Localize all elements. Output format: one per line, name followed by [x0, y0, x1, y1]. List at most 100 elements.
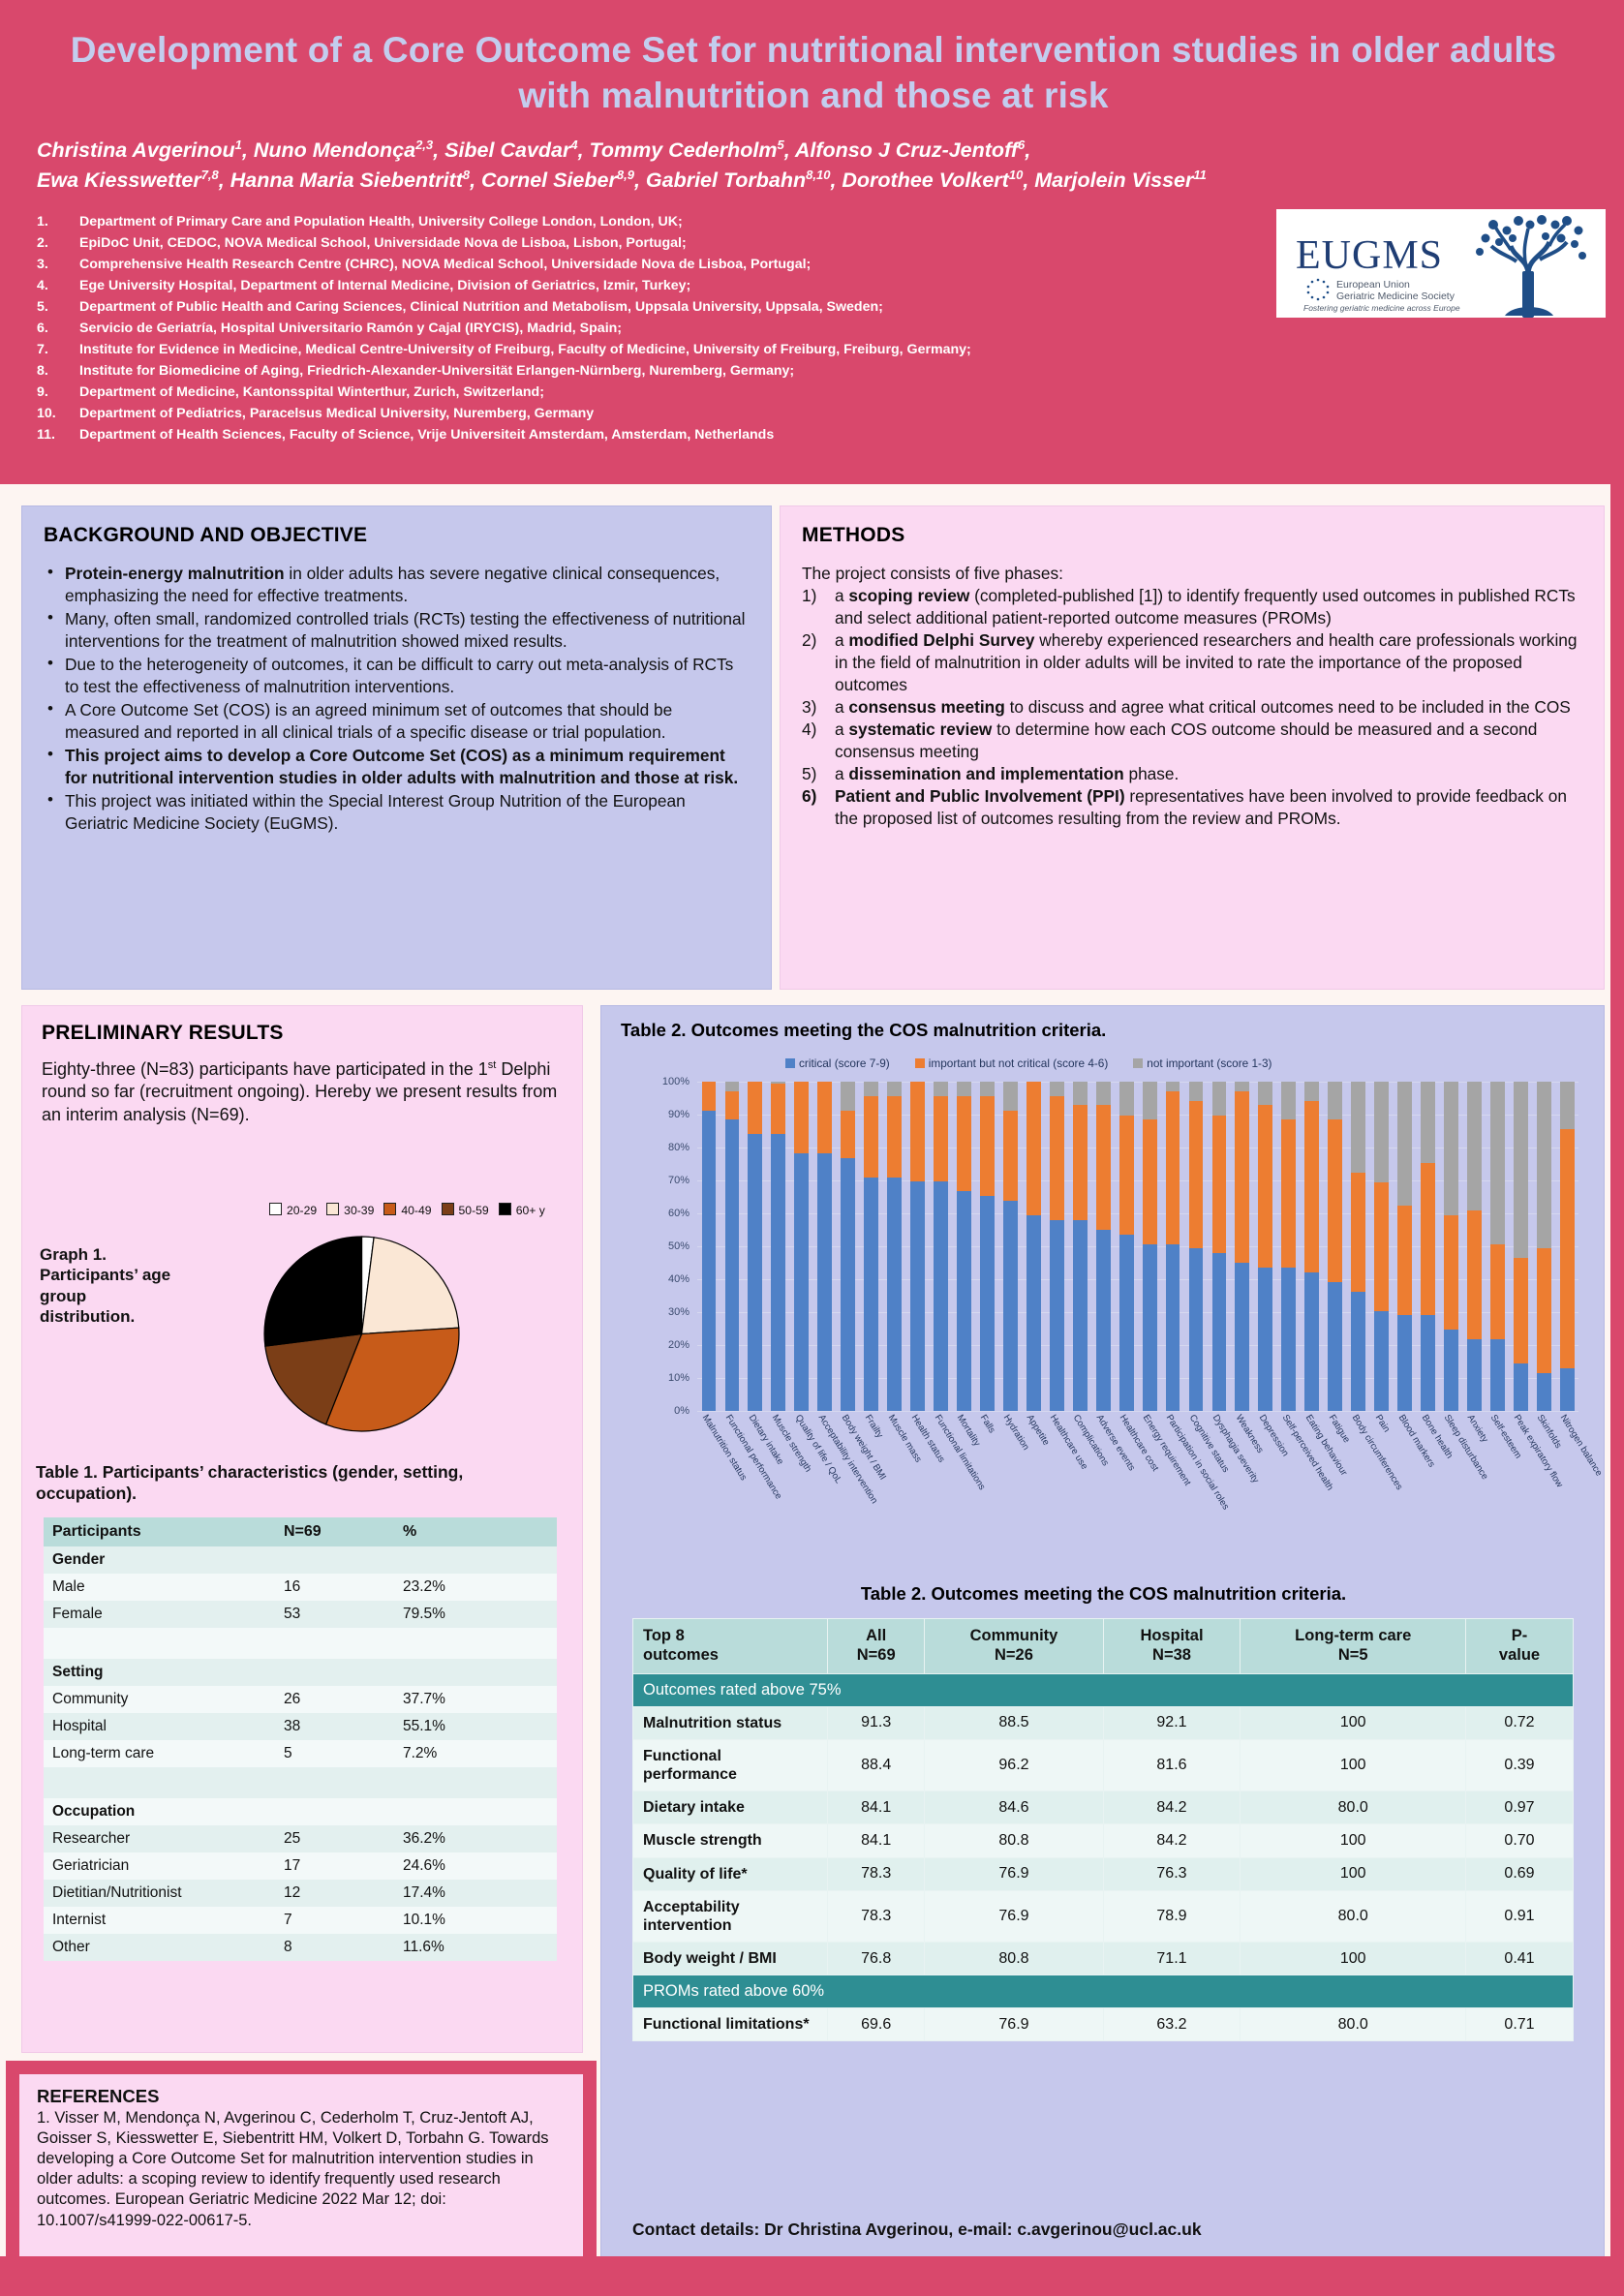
gridline — [697, 1213, 1578, 1214]
affiliation-text: Institute for Evidence in Medicine, Medi… — [79, 342, 971, 357]
table-cell: 80.0 — [1240, 1791, 1466, 1825]
affiliation-text: Department of Medicine, Kantonsspital Wi… — [79, 384, 544, 400]
bar-segment — [1072, 1082, 1088, 1106]
bar-column — [1462, 1082, 1486, 1411]
bar-segment — [1421, 1315, 1435, 1411]
bar-segment — [1421, 1162, 1435, 1316]
table2-header-cell: P-value — [1465, 1618, 1574, 1674]
gridline — [697, 1411, 1578, 1412]
table-cell: 80.8 — [924, 1942, 1104, 1976]
poster-body: BACKGROUND AND OBJECTIVE Protein-energy … — [0, 484, 1624, 2296]
bar-segment — [1095, 1082, 1111, 1106]
bar-column — [1045, 1082, 1068, 1411]
table-cell: 0.69 — [1465, 1856, 1574, 1891]
x-axis-label: Dietary intake — [744, 1413, 785, 1558]
table-cell — [394, 1546, 557, 1574]
x-axis-label: Fatigue — [1324, 1413, 1351, 1558]
x-axis-label: Body weight / BMI — [837, 1413, 887, 1558]
contact-details: Contact details: Dr Christina Avgerinou,… — [632, 2219, 1202, 2239]
bar-segment — [979, 1196, 995, 1411]
bar-column — [1161, 1082, 1184, 1411]
table-row — [44, 1767, 557, 1798]
table-cell: 55.1% — [394, 1713, 557, 1740]
table-cell: Geriatrician — [44, 1852, 275, 1880]
x-axis-label: Hydration — [998, 1413, 1031, 1558]
x-axis-label: Functional limitations — [930, 1413, 987, 1558]
table-cell: 23.2% — [394, 1574, 557, 1601]
table-cell: 84.1 — [826, 1823, 926, 1858]
bar-segment — [887, 1082, 903, 1096]
affiliation-item: 2. EpiDoC Unit, CEDOC, NOVA Medical Schoo… — [37, 232, 1412, 254]
table-cell: 100 — [1240, 1705, 1466, 1740]
bar-segment — [1304, 1082, 1320, 1101]
bar-column — [1509, 1082, 1532, 1411]
table-cell: Gender — [44, 1546, 275, 1574]
legend-label: 20-29 — [287, 1204, 318, 1217]
table-cell: 84.1 — [826, 1791, 926, 1825]
x-axis-label: Muscle strength — [767, 1413, 812, 1558]
pie-legend-item: 20-29 — [269, 1203, 326, 1217]
table-cell: 91.3 — [826, 1705, 926, 1740]
bar-segment — [910, 1181, 925, 1411]
table-cell: 0.72 — [1465, 1705, 1574, 1740]
bar-column — [1417, 1082, 1440, 1411]
bar-segment — [1235, 1082, 1250, 1091]
gridline — [697, 1279, 1578, 1280]
table1-header-cell: Participants — [44, 1517, 275, 1546]
y-axis-tick: 90% — [667, 1109, 689, 1120]
background-bullet: This project aims to develop a Core Outc… — [44, 744, 750, 789]
table-cell — [394, 1628, 557, 1659]
methods-phase-item: 2) a modified Delphi Survey whereby exper… — [802, 630, 1578, 694]
table-cell: 5 — [275, 1740, 394, 1767]
bar-segment — [1281, 1082, 1297, 1120]
bar-segment — [1397, 1082, 1412, 1207]
pie-slice — [324, 1327, 460, 1432]
table-cell: 100 — [1240, 1942, 1466, 1976]
cos-outcomes-table: Top 8 outcomes All N=69 Community N=26 Hospita… — [632, 1618, 1574, 2042]
x-axis-label: Eating behaviour — [1301, 1413, 1348, 1558]
bar-column — [930, 1082, 953, 1411]
prelim-text-a: Eighty-three (N=83) participants have pa… — [42, 1059, 488, 1079]
methods-heading: METHODS — [802, 524, 905, 546]
x-axis-label: Functional performance — [720, 1413, 784, 1558]
bar-column — [837, 1082, 860, 1411]
tree-icon — [1476, 215, 1586, 318]
bar-segment — [1118, 1082, 1134, 1116]
bar-column — [813, 1082, 837, 1411]
methods-phase-item: 1) a scoping review (completed-published … — [802, 586, 1576, 628]
bar-segment — [1374, 1082, 1390, 1182]
bar-segment — [1235, 1090, 1250, 1264]
table-row — [44, 1628, 557, 1659]
bar-column — [860, 1082, 883, 1411]
background-bullet-list: Protein-energy malnutrition in older adu… — [44, 562, 750, 835]
bar-segment — [794, 1152, 810, 1411]
x-axis-label: Sleep disturbance — [1440, 1413, 1490, 1558]
table-cell: Quality of life* — [632, 1856, 828, 1891]
bar-segment — [1258, 1082, 1273, 1106]
bar-segment — [1304, 1100, 1320, 1273]
author-line-2: Ewa Kiesswetter7,8, Hanna Maria Siebentr… — [37, 168, 1207, 193]
pie-svg — [263, 1236, 460, 1432]
affiliation-item: 3. Comprehensive Health Research Centre (… — [37, 254, 1412, 275]
x-axis-label: Health status — [906, 1413, 946, 1558]
x-axis-label: Pain — [1370, 1413, 1394, 1558]
bar-column — [975, 1082, 998, 1411]
legend-swatch — [785, 1058, 795, 1068]
table-cell: Functional performance — [632, 1738, 828, 1792]
table-cell: Occupation — [44, 1798, 275, 1825]
x-axis-label: Falls — [975, 1413, 998, 1558]
affiliation-item: 10. Department of Pediatrics, Paracelsus … — [37, 403, 1412, 424]
bar-column — [767, 1082, 790, 1411]
legend-swatch — [498, 1203, 511, 1215]
affiliation-number: 9. — [37, 384, 48, 400]
bar-segment — [1026, 1215, 1041, 1411]
references-heading: REFERENCES — [37, 2086, 160, 2106]
table-cell: 17.4% — [394, 1880, 557, 1907]
affiliation-text: Servicio de Geriatría, Hospital Universi… — [79, 321, 623, 336]
affiliation-text: Department of Public Health and Caring S… — [79, 299, 883, 315]
author-list: Christina Avgerinou1, Nuno Mendonça2,3, … — [37, 136, 1586, 196]
methods-phase-item: 3) a consensus meeting to discuss and agr… — [802, 697, 1571, 717]
bar-column — [952, 1082, 975, 1411]
table-row: Malnutrition status 91.3 88.5 92.1 100 0.72 — [632, 1705, 1574, 1740]
table2-header-cell: Hospital N=38 — [1102, 1618, 1241, 1674]
